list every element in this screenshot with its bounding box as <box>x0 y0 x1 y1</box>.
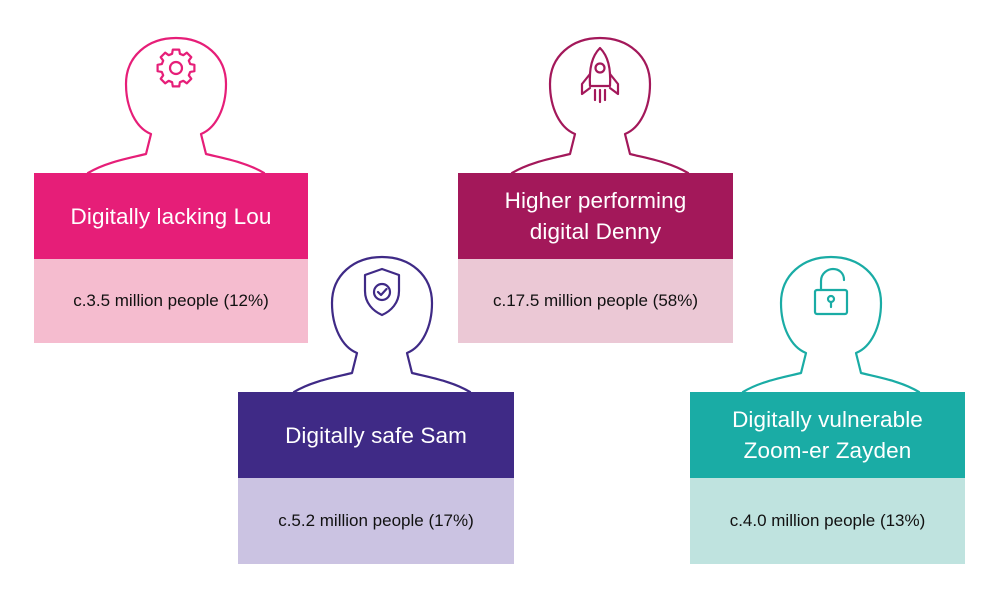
unlocked-padlock-icon <box>813 267 849 316</box>
persona-population: c.17.5 million people (58%) <box>458 259 733 343</box>
gear-icon <box>156 48 196 88</box>
person-silhouette-icon <box>292 255 472 394</box>
persona-population: c.3.5 million people (12%) <box>34 259 308 343</box>
person-silhouette-icon <box>510 36 690 175</box>
persona-name: Digitally safe Sam <box>238 392 514 478</box>
persona-name: Digitally vulnerable Zoom-er Zayden <box>690 392 965 478</box>
persona-population: c.5.2 million people (17%) <box>238 478 514 564</box>
persona-population: c.4.0 million people (13%) <box>690 478 965 564</box>
shield-check-icon <box>363 267 401 317</box>
persona-name: Higher performing digital Denny <box>458 173 733 259</box>
persona-name: Digitally lacking Lou <box>34 173 308 259</box>
rocket-icon <box>580 46 620 104</box>
person-silhouette-icon <box>86 36 266 175</box>
person-silhouette-icon <box>741 255 921 394</box>
